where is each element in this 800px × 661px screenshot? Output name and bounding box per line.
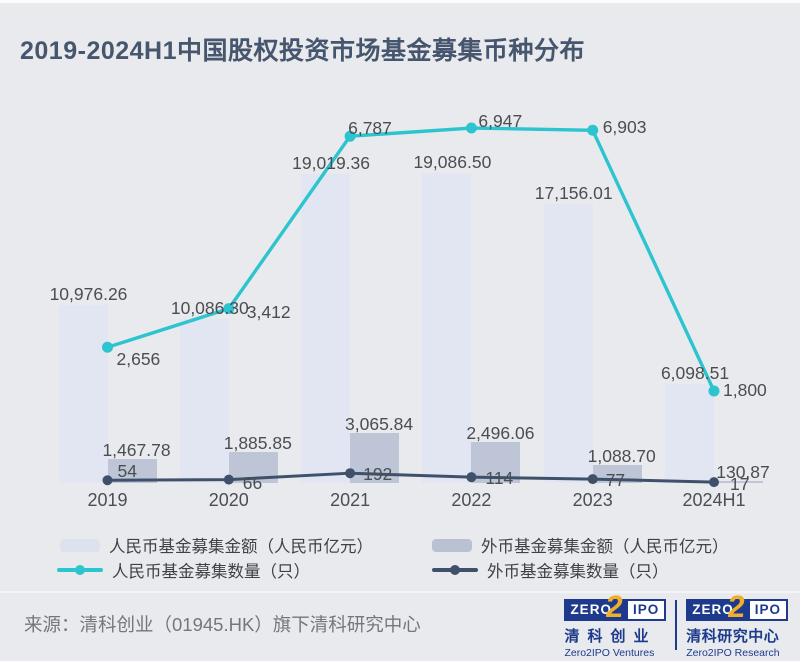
foreign-count-label-2021: 192 [363,464,393,485]
logo-gold-2: 2 [726,589,748,624]
x-tick-2022: 2022 [451,490,492,510]
rmb-count-point-2023 [587,124,599,136]
rmb-count-label-2024H1: 1,800 [723,380,767,401]
rmb-count-label-2019: 2,656 [116,349,161,370]
foreign-count-label-2023: 77 [605,470,626,491]
label-rmb-amount-2021: 19,019.36 [292,153,371,174]
logo-en-name: Zero2IPO Ventures [564,647,655,659]
logos-block: ZERO IPO 2 清科创业 Zero2IPO Ventures ZERO I… [564,589,788,659]
rmb-count-point-2022 [465,122,477,134]
label-foreign-amount-2019: 1,467.78 [102,440,171,461]
combo-chart-area: 10,976.26 1,467.78 10,086.30 1,885.85 19,019… [49,111,770,510]
logo-zero-text: ZERO [686,599,748,621]
logo-ipo-text: IPO [747,599,788,621]
label-foreign-amount-2022: 2,496.06 [466,423,535,444]
legend-label-rmb-count: 人民币基金募集数量（只） [112,563,310,581]
rmb-count-label-2023: 6,903 [602,117,647,138]
x-tick-2024H1: 2024H1 [682,490,746,510]
x-tick-2019: 2019 [87,490,128,510]
foreign-count-label-2020: 66 [242,472,263,493]
legend-label-foreign-amount: 外币基金募集金额（人民币亿元） [481,538,729,556]
zero2ipo-logo-mark: ZERO IPO 2 [564,589,667,624]
logo-divider [675,600,678,650]
label-rmb-amount-2024H1: 6,098.51 [660,362,730,383]
logo-cn-name: 清科研究中心 [686,628,780,645]
bar-rmb-amount-2024H1 [665,383,714,483]
zero2ipo-logo-mark: ZERO IPO 2 [686,589,788,624]
footer-divider [0,591,800,593]
foreign-count-label-2024H1: 17 [730,474,750,495]
bar-rmb-amount-2019 [58,304,108,483]
source-text: 来源：清科创业（01945.HK）旗下清科研究中心 [24,614,421,635]
legend-item-foreign-count: 外币基金募集数量（只） [432,558,669,582]
label-foreign-amount-2020: 1,885.85 [223,433,292,454]
zero2ipo-ventures-logo: ZERO IPO 2 清科创业 Zero2IPO Ventures [564,589,667,659]
foreign-count-label-2022: 114 [485,468,514,489]
logo-cn-name: 清科创业 [564,628,657,645]
x-tick-2021: 2021 [330,490,371,510]
rmb-count-label-2020: 3,412 [246,301,291,322]
rmb-count-label-2022: 6,947 [478,111,523,132]
legend-swatch-rmb-amount [60,538,100,552]
bar-foreign-amount-2024H1 [714,480,763,483]
label-rmb-amount-2019: 10,976.26 [49,283,128,304]
legend-item-foreign-amount: 外币基金募集金额（人民币亿元） [432,533,729,557]
logo-en-name: Zero2IPO Research [686,647,780,659]
label-rmb-amount-2020: 10,086.30 [170,298,249,319]
x-tick-2020: 2020 [208,490,249,510]
zero2ipo-research-logo: ZERO IPO 2 清科研究中心 Zero2IPO Research [686,589,788,659]
legend-item-rmb-count: 人民币基金募集数量（只） [57,558,310,582]
label-rmb-amount-2023: 17,156.01 [534,183,613,204]
logo-zero-text: ZERO [564,599,626,621]
x-tick-2023: 2023 [572,490,613,510]
legend-swatch-foreign-amount [432,538,472,552]
label-foreign-amount-2023: 1,088.70 [587,446,656,467]
legend-swatch-rmb-count [57,565,103,575]
label-foreign-amount-2024H1: 130.87 [716,461,770,482]
legend-label-foreign-count: 外币基金募集数量（只） [487,563,669,581]
rmb-count-label-2021: 6,787 [348,118,392,139]
legend-label-rmb-amount: 人民币基金募集金额（人民币亿元） [109,538,373,556]
logo-ipo-text: IPO [625,599,667,621]
chart-title: 2019-2024H1中国股权投资市场基金募集币种分布 [20,36,586,65]
legend-swatch-foreign-count [432,565,478,575]
page-top-edge [0,0,800,3]
label-foreign-amount-2021: 3,065.84 [345,414,414,435]
legend-item-rmb-amount: 人民币基金募集金额（人民币亿元） [60,533,373,557]
foreign-count-label-2019: 54 [117,461,137,482]
label-rmb-amount-2022: 19,086.50 [413,152,492,172]
